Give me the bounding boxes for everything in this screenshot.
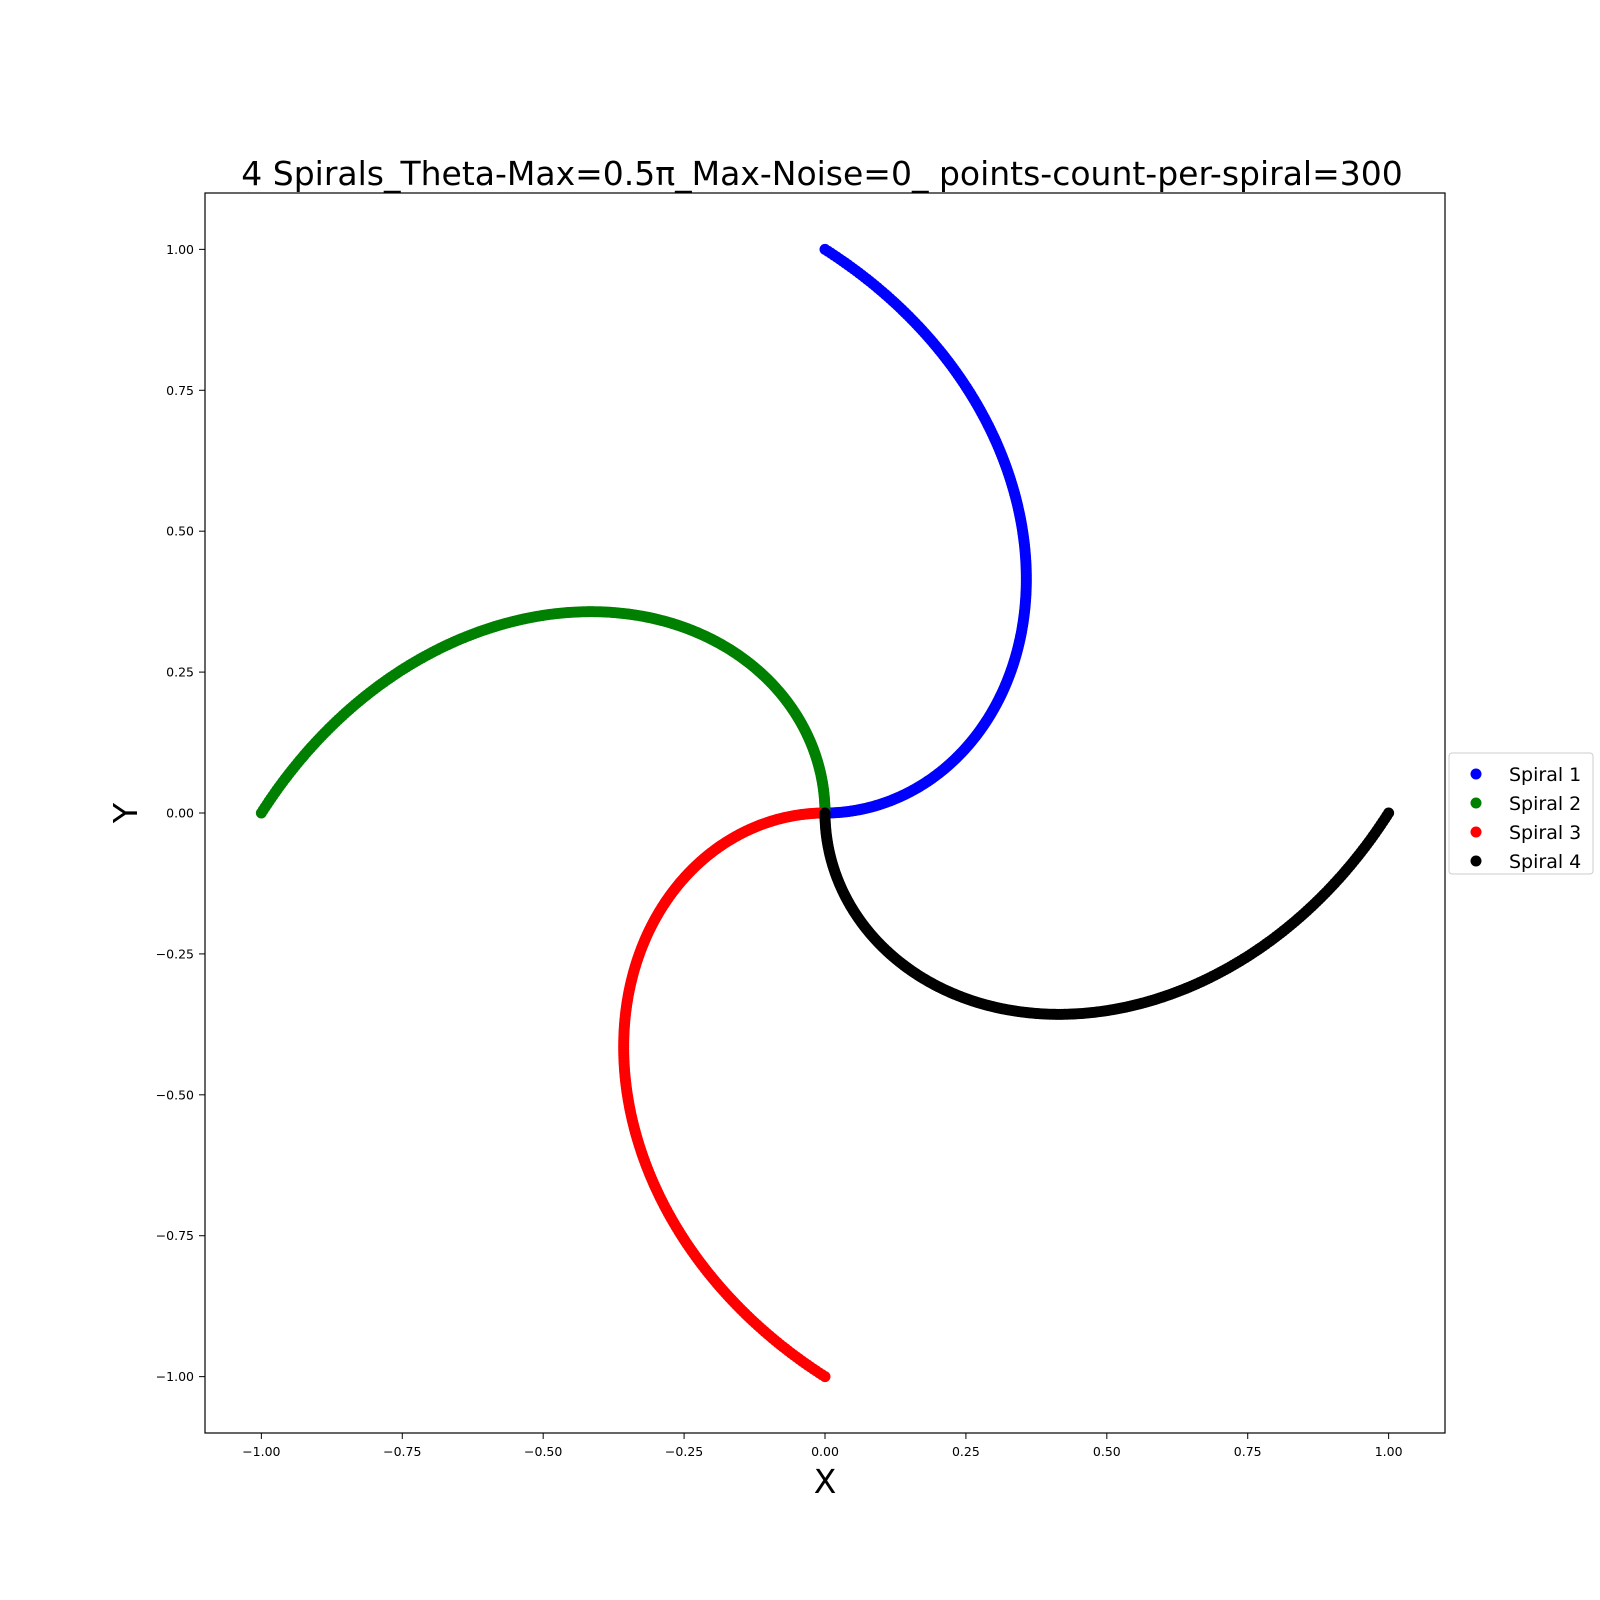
y-tick-label: −0.25 xyxy=(156,946,194,961)
x-tick-label: −0.25 xyxy=(665,1444,703,1459)
legend-label: Spiral 2 xyxy=(1509,793,1581,815)
y-axis-label: Y xyxy=(106,802,145,824)
x-tick-label: −0.75 xyxy=(383,1444,421,1459)
series-4 xyxy=(819,807,1395,1020)
y-tick-label: −0.75 xyxy=(156,1228,194,1243)
x-tick-label: −1.00 xyxy=(242,1444,280,1459)
data-point xyxy=(1383,807,1395,819)
legend: Spiral 1 Spiral 2 Spiral 3 Spiral 4 xyxy=(1448,752,1594,875)
x-axis: −1.00 −0.75 −0.50 −0.25 0.00 0.25 0.50 0.75 1.00 xyxy=(242,1433,1403,1459)
series-2 xyxy=(255,606,831,819)
legend-marker xyxy=(1470,826,1482,838)
legend-label: Spiral 3 xyxy=(1509,822,1581,844)
y-tick-label: −1.00 xyxy=(156,1369,194,1384)
y-axis: −1.00 −0.75 −0.50 −0.25 0.00 0.25 0.50 0.75 1.00 xyxy=(156,242,205,1384)
x-tick-label: −0.50 xyxy=(524,1444,562,1459)
x-tick-label: 0.25 xyxy=(952,1444,980,1459)
legend-label: Spiral 4 xyxy=(1509,851,1581,873)
legend-label: Spiral 1 xyxy=(1509,764,1581,786)
data-point xyxy=(819,1371,831,1383)
series-3 xyxy=(618,807,831,1383)
legend-box xyxy=(1448,752,1594,875)
x-tick-label: 0.50 xyxy=(1093,1444,1121,1459)
x-tick-label: 0.00 xyxy=(811,1444,839,1459)
y-tick-label: 0.25 xyxy=(166,665,194,680)
legend-marker xyxy=(1470,797,1482,809)
x-axis-label: X xyxy=(814,1462,837,1501)
y-tick-label: 0.50 xyxy=(166,524,194,539)
data-point xyxy=(255,807,267,819)
y-tick-label: 0.75 xyxy=(166,383,194,398)
y-tick-label: 0.00 xyxy=(166,806,194,821)
legend-marker xyxy=(1470,855,1482,867)
legend-marker xyxy=(1470,768,1482,780)
chart-title: 4 Spirals_Theta-Max=0.5π_Max-Noise=0_ po… xyxy=(241,154,1402,193)
y-tick-label: −0.50 xyxy=(156,1087,194,1102)
series-1 xyxy=(819,243,1032,819)
plot-area xyxy=(255,243,1395,1383)
x-tick-label: 1.00 xyxy=(1375,1444,1403,1459)
y-tick-label: 1.00 xyxy=(166,242,194,257)
x-tick-label: 0.75 xyxy=(1234,1444,1262,1459)
data-point xyxy=(819,243,831,255)
